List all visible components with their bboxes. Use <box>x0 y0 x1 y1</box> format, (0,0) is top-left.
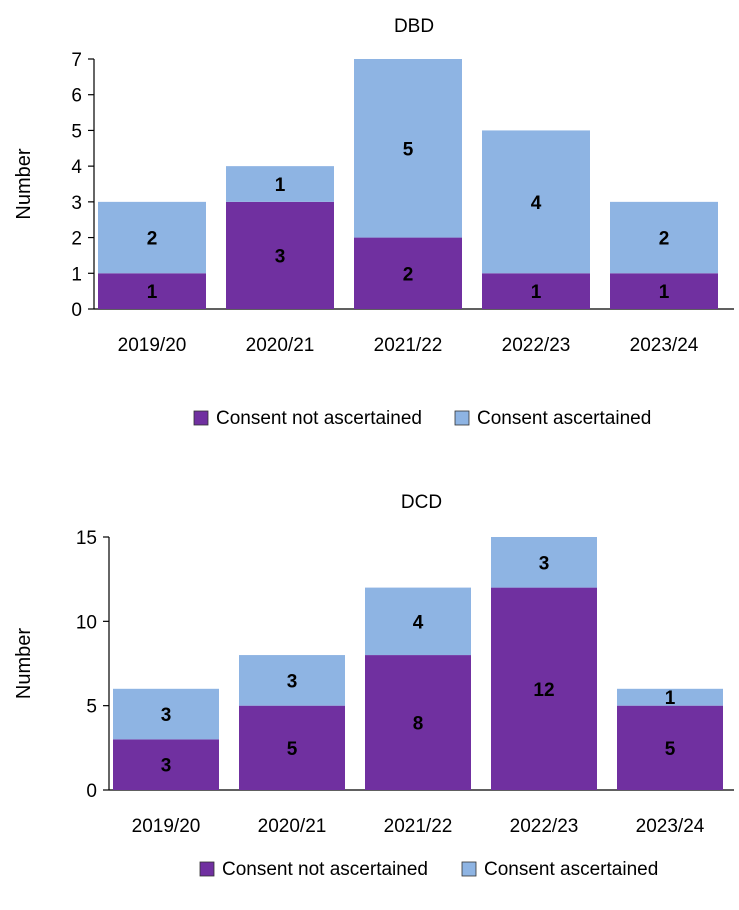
y-tick-label: 2 <box>71 229 82 250</box>
bar-2021-22-ascertained <box>354 59 462 238</box>
legend-label: Consent ascertained <box>484 859 658 880</box>
y-axis-label: Number <box>13 148 35 219</box>
data-label: 3 <box>539 553 550 574</box>
x-tick-label: 2021/22 <box>384 816 453 837</box>
bar-2019-20-not-ascertained <box>98 273 206 309</box>
y-tick-label: 0 <box>71 300 82 321</box>
data-label: 1 <box>531 282 542 303</box>
y-tick-label: 7 <box>71 50 82 71</box>
bar-2022-23-not-ascertained <box>482 273 590 309</box>
legend-label: Consent not ascertained <box>216 408 422 429</box>
bar-2021-22-not-ascertained <box>354 237 462 309</box>
bar-2020-21-not-ascertained <box>226 201 334 309</box>
x-tick-label: 2021/22 <box>374 335 443 356</box>
y-tick-label: 15 <box>76 528 97 549</box>
chart-dbd: DBD Number 0 1 2 3 4 5 6 7 1 2 2019/20 3 1 2020/21 2 5 202… <box>13 16 734 429</box>
data-label: 3 <box>275 246 286 267</box>
x-tick-label: 2022/23 <box>502 335 571 356</box>
data-label: 2 <box>147 229 158 250</box>
data-label: 1 <box>659 282 670 303</box>
legend-label: Consent not ascertained <box>222 859 428 880</box>
x-tick-label: 2023/24 <box>636 816 705 837</box>
legend: Consent not ascertained Consent ascertain… <box>199 859 658 880</box>
data-label: 2 <box>403 264 414 285</box>
bar-2023-24-not-ascertained <box>610 273 718 309</box>
bar-2021-22-ascertained <box>365 587 471 656</box>
x-tick-label: 2019/20 <box>132 816 201 837</box>
legend-label: Consent ascertained <box>477 408 651 429</box>
bar-2019-20-not-ascertained <box>113 739 219 790</box>
bar-2019-20-ascertained <box>113 688 219 740</box>
legend-swatch-not-ascertained <box>199 861 215 877</box>
data-label: 1 <box>665 688 676 709</box>
y-tick-label: 10 <box>76 612 97 633</box>
legend: Consent not ascertained Consent ascertain… <box>193 408 651 429</box>
y-tick-label: 4 <box>71 157 82 178</box>
data-label: 2 <box>659 229 670 250</box>
x-tick-label: 2019/20 <box>118 335 187 356</box>
data-label: 5 <box>665 739 676 760</box>
data-label: 4 <box>531 193 542 214</box>
chart-title: DBD <box>394 16 434 37</box>
chart-dcd: DCDNumber051015332019/20532020/21842021/… <box>13 492 734 880</box>
legend-swatch-not-ascertained <box>193 410 209 426</box>
legend-swatch-ascertained <box>454 410 470 426</box>
y-tick-label: 6 <box>71 86 82 107</box>
bar-2021-22-not-ascertained <box>365 655 471 790</box>
bar-2022-23-ascertained <box>482 130 590 274</box>
bar-2023-24-ascertained <box>617 688 723 706</box>
data-label: 3 <box>161 756 172 777</box>
data-label: 8 <box>413 714 424 735</box>
y-axis-label: Number <box>13 628 35 699</box>
bar-2020-21-not-ascertained <box>239 705 345 790</box>
bar-2022-23-not-ascertained <box>491 587 597 790</box>
y-tick-label: 5 <box>71 121 82 142</box>
legend-swatch-ascertained <box>461 861 477 877</box>
data-label: 3 <box>287 671 298 692</box>
y-tick-label: 5 <box>86 697 97 718</box>
data-label: 5 <box>403 139 414 160</box>
y-tick-label: 1 <box>71 264 82 285</box>
bar-2020-21-ascertained <box>239 655 345 706</box>
chart-title: DCD <box>401 492 442 513</box>
bar-2019-20-ascertained <box>98 201 206 274</box>
bar-2020-21-ascertained <box>226 166 334 202</box>
data-label: 1 <box>275 175 286 196</box>
bar-2023-24-ascertained <box>610 201 718 274</box>
x-tick-label: 2023/24 <box>630 335 699 356</box>
data-label: 1 <box>147 282 158 303</box>
y-tick-label: 3 <box>71 193 82 214</box>
data-label: 3 <box>161 705 172 726</box>
x-tick-label: 2020/21 <box>258 816 327 837</box>
data-label: 12 <box>533 680 554 701</box>
x-tick-label: 2022/23 <box>510 816 579 837</box>
data-label: 4 <box>413 612 424 633</box>
bar-2023-24-not-ascertained <box>617 705 723 790</box>
data-label: 5 <box>287 739 298 760</box>
x-tick-label: 2020/21 <box>246 335 315 356</box>
y-tick-label: 0 <box>86 781 97 802</box>
bar-2022-23-ascertained <box>491 537 597 588</box>
